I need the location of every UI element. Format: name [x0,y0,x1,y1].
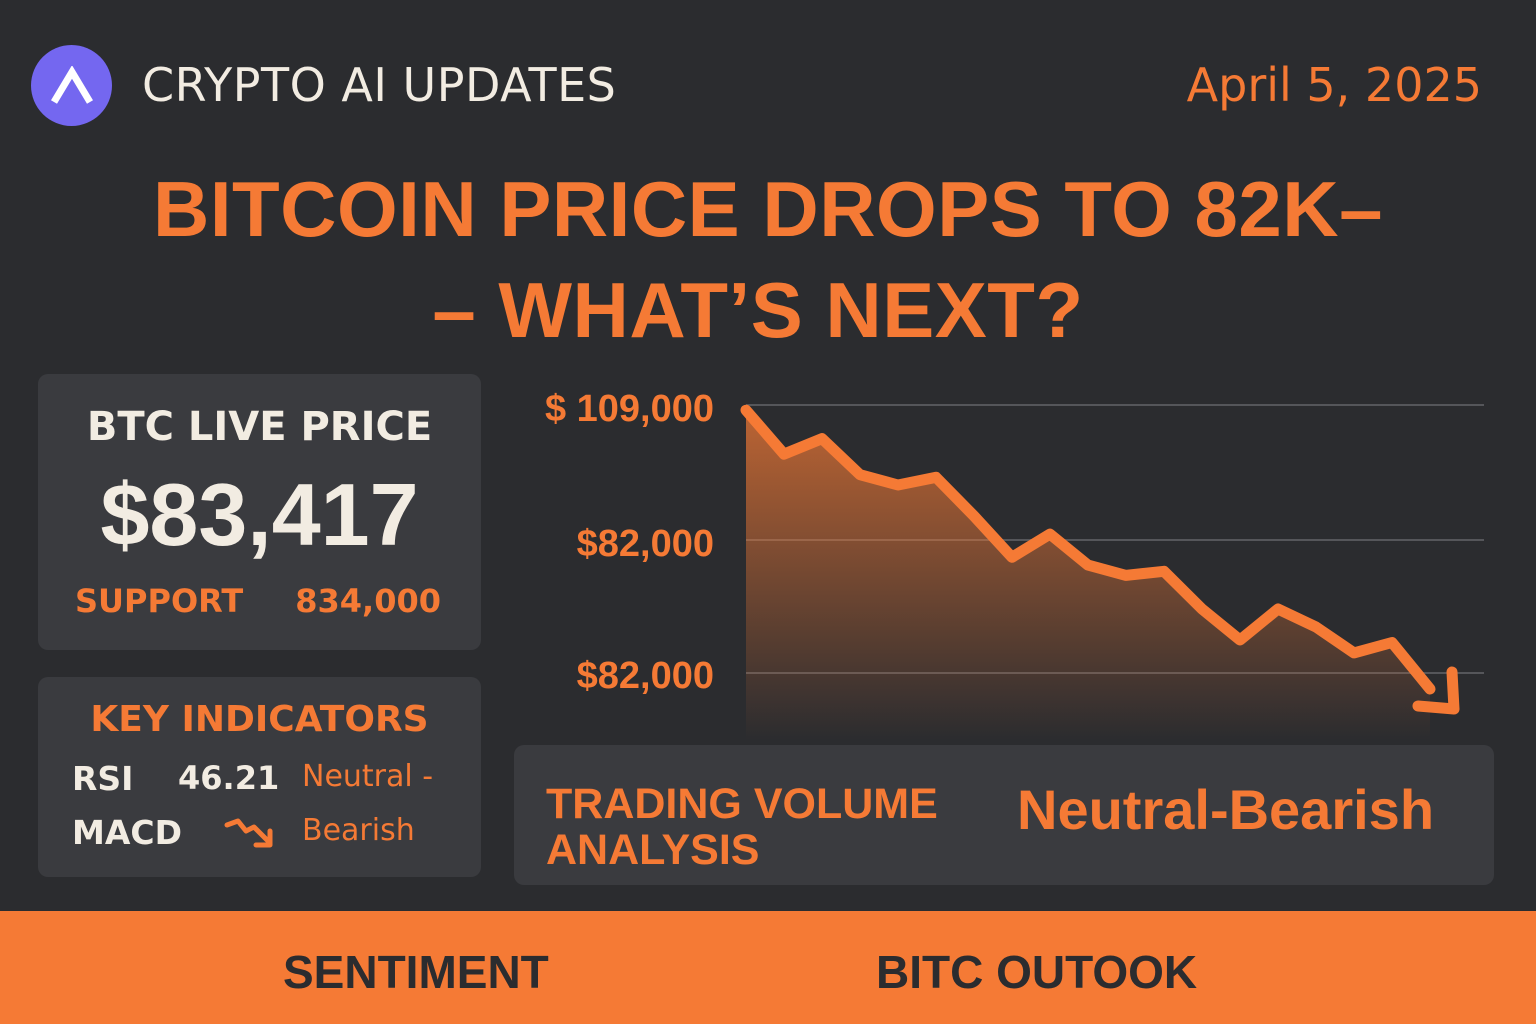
footer-sentiment: SENTIMENT [283,946,549,998]
footer-bar: SENTIMENT BITC OUTOOK [0,911,1536,1024]
y-tick-label: $ 109,000 [544,388,714,430]
price-area [746,410,1430,740]
support-value: 834,000 [295,582,441,620]
brand-logo [31,45,112,126]
indicator-value: 46.21 [178,759,280,797]
price-chart-svg [740,404,1484,740]
headline-line-2: – WHAT’S NEXT? [432,266,1084,354]
indicator-name: RSI [72,759,134,798]
footer-outlook: BITC OUTOOK [876,946,1198,998]
brand-title: CRYPTO AI UPDATES [142,58,617,112]
indicator-name: MACD [72,813,182,852]
support-label: SUPPORT [75,582,244,620]
indicator-status: Bearish [302,813,415,848]
price-line [740,404,1436,695]
price-chart: $ 109,000 $82,000 $82,000 [500,370,1500,744]
trend-down-arrow-icon [224,818,273,848]
trading-volume-card: TRADING VOLUME ANALYSIS Neutral-Bearish [514,745,1494,885]
caret-up-icon [50,65,93,104]
price-value: $83,417 [100,465,419,564]
price-label: BTC LIVE PRICE [86,404,433,450]
headline-line-1: BITCOIN PRICE DROPS TO 82K– [153,165,1383,253]
indicator-row-macd: MACD Bearish [38,813,481,857]
btc-price-card: BTC LIVE PRICE $83,417 SUPPORT 834,000 [38,374,481,650]
volume-status: Neutral-Bearish [1017,778,1435,841]
indicators-title: KEY INDICATORS [90,699,429,740]
indicator-row-rsi: RSI 46.21 Neutral - [38,759,481,803]
y-tick-label: $82,000 [576,655,714,697]
trend-arrowhead [1412,666,1460,715]
y-tick-label: $82,000 [576,523,714,565]
publish-date: April 5, 2025 [1186,58,1482,112]
indicator-status: Neutral - [302,759,434,794]
volume-title: TRADING VOLUME ANALYSIS [546,780,938,874]
key-indicators-card: KEY INDICATORS RSI 46.21 Neutral - MACD … [38,677,481,877]
